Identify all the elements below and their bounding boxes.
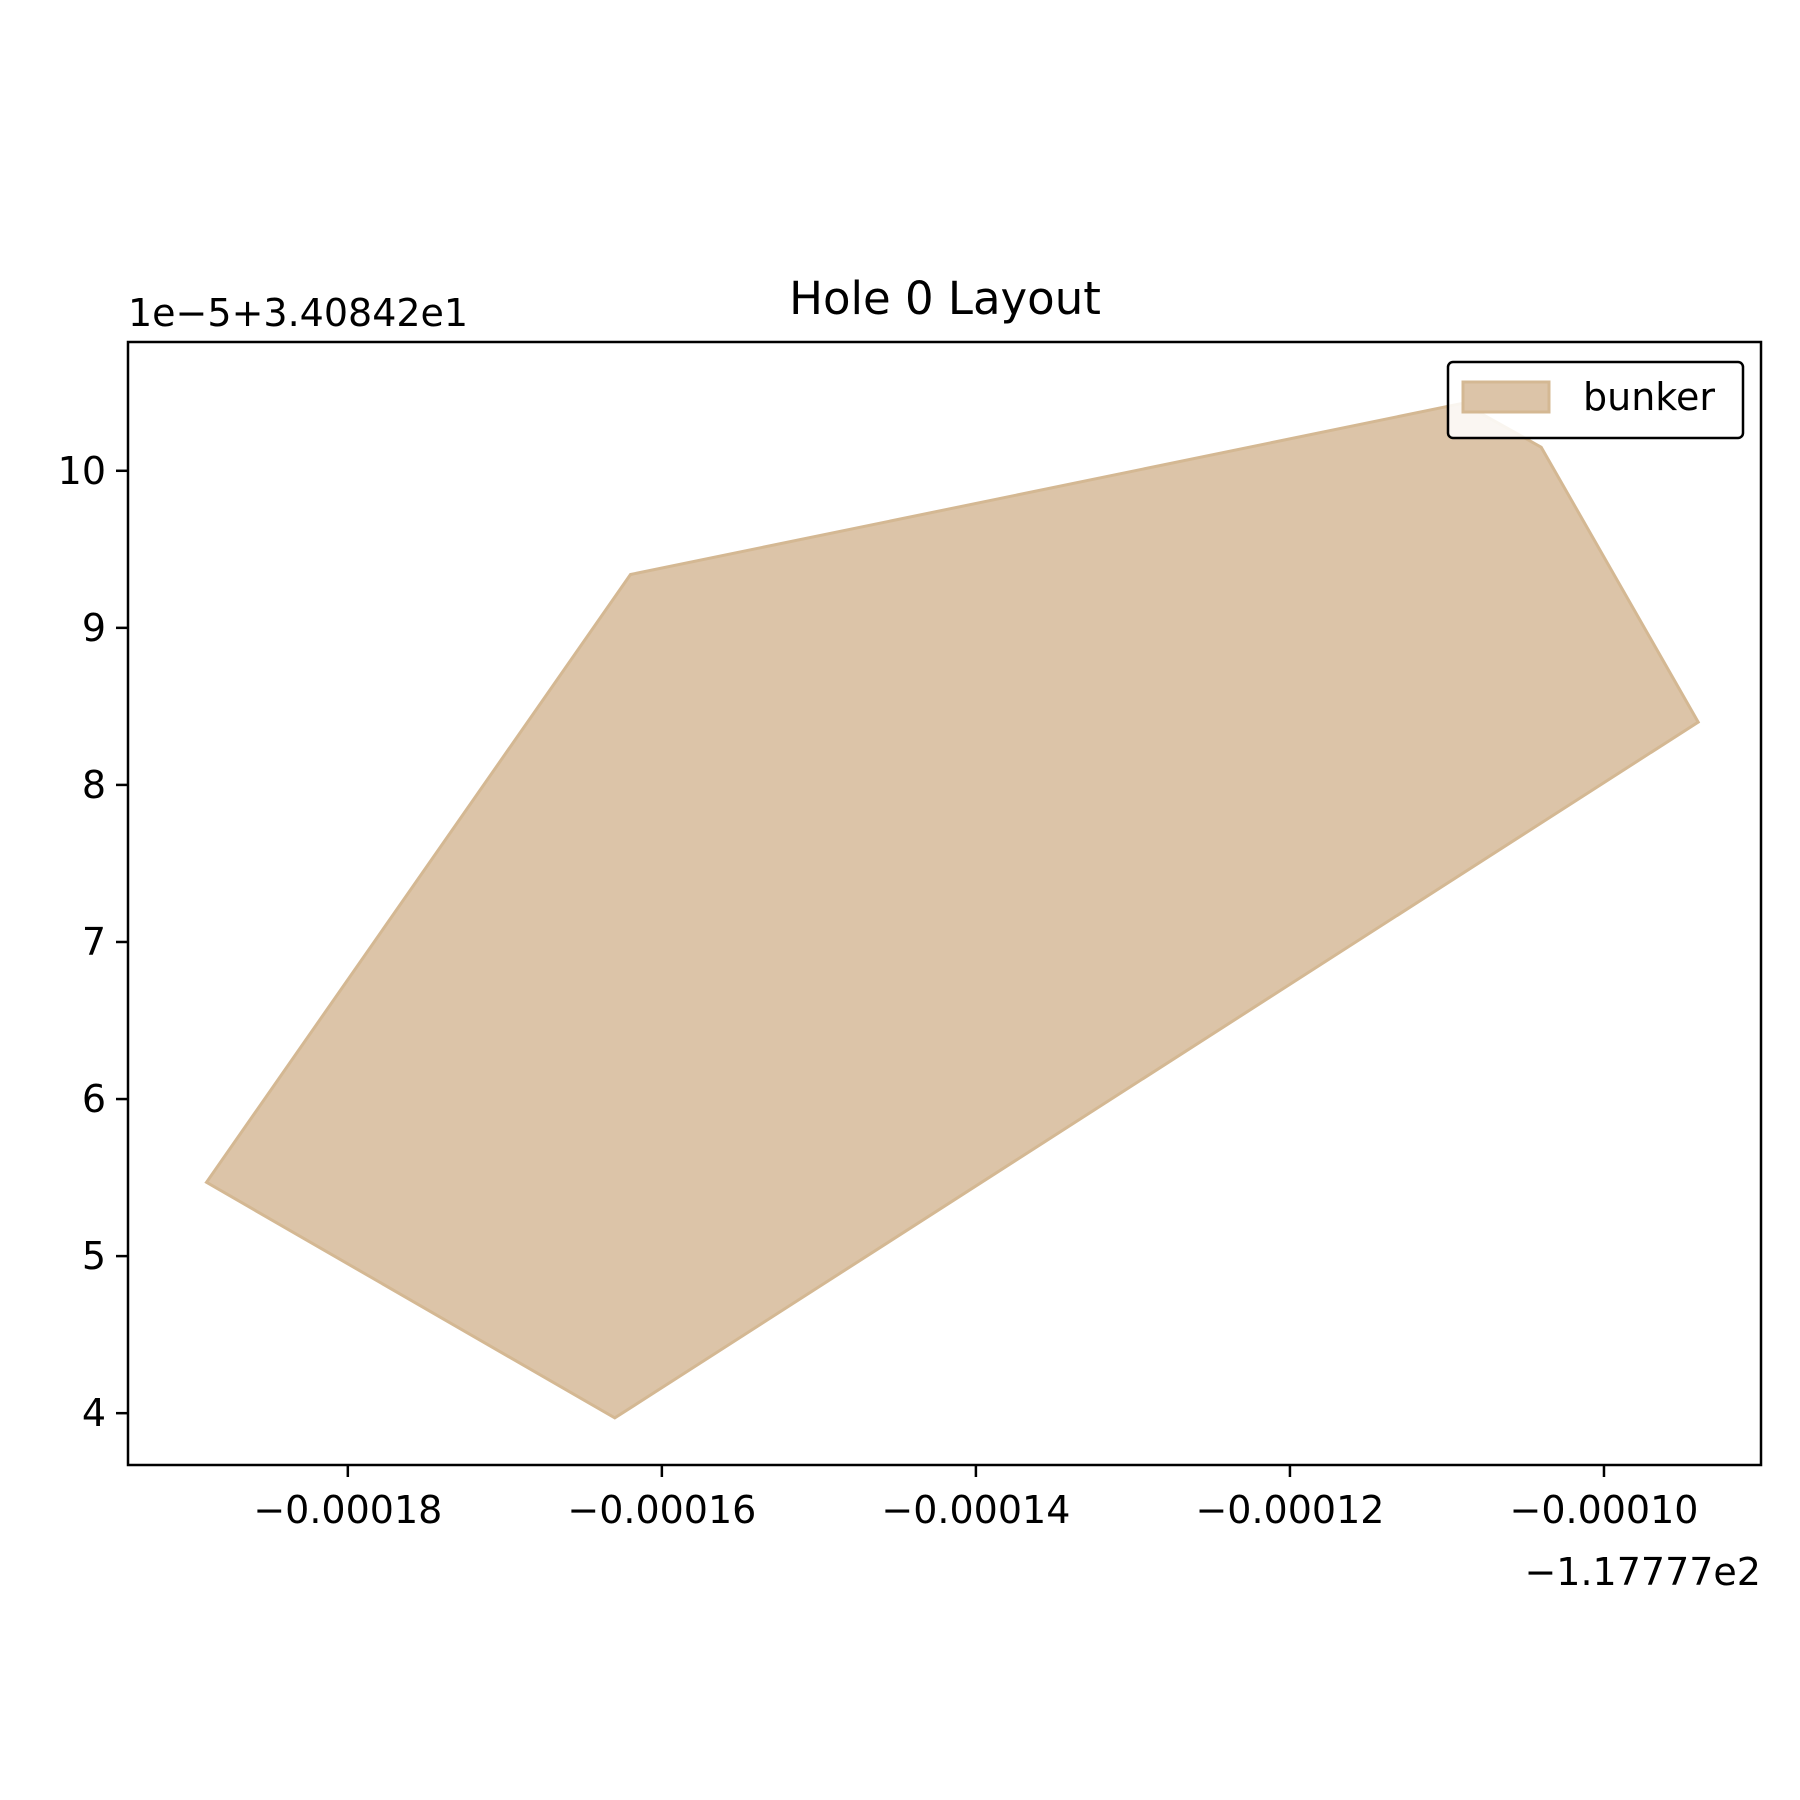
y-tick-label: 9: [82, 606, 106, 650]
y-tick-label: 5: [82, 1234, 106, 1278]
x-tick-label: −0.00012: [1195, 1488, 1384, 1532]
y-tick-label: 10: [58, 449, 106, 493]
x-tick-label: −0.00014: [881, 1488, 1070, 1532]
y-tick-label: 7: [82, 920, 106, 964]
x-tick-label: −0.00010: [1509, 1488, 1698, 1532]
x-tick-label: −0.00016: [567, 1488, 756, 1532]
series-polygon-bunker: [204, 401, 1701, 1420]
legend: bunker: [1446, 360, 1745, 440]
legend-swatch: [1461, 380, 1551, 414]
y-tick-label: 6: [82, 1077, 106, 1121]
plot-area: [204, 401, 1701, 1420]
legend-label: bunker: [1583, 375, 1715, 419]
chart-title: Hole 0 Layout: [789, 272, 1101, 325]
x-offset-label: −1.17777e2: [1524, 1550, 1761, 1594]
y-tick-label: 4: [82, 1391, 106, 1435]
y-tick-label: 8: [82, 763, 106, 807]
y-offset-label: 1e−5+3.40842e1: [128, 291, 468, 335]
axes-frame: [126, 340, 1763, 1467]
y-axis: 4 5 6 7 8 9 10: [58, 449, 128, 1435]
x-axis: −0.00018 −0.00016 −0.00014 −0.00012 −0.00010: [253, 1465, 1698, 1532]
x-tick-label: −0.00018: [253, 1488, 442, 1532]
